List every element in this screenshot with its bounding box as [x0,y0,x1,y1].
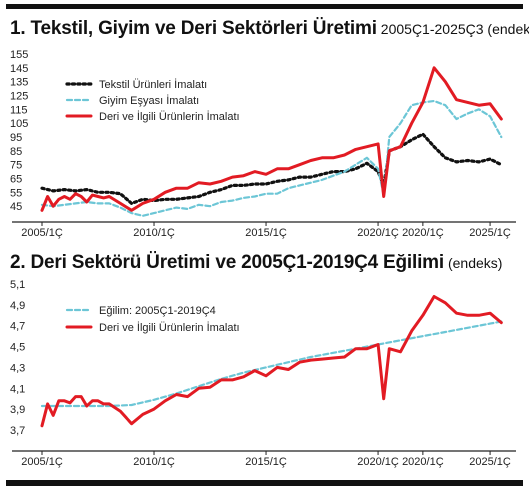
chart1-x-tick-label: 2025/1Ç [469,227,511,239]
top-rule [6,4,523,9]
chart1-y-tick-label: 105 [10,118,28,130]
chart1-y-tick-label: 75 [10,160,22,172]
chart2-x-tick-label: 2020/1Ç [402,456,444,468]
chart2-series-line-2 [40,295,503,428]
chart2-x-tick-label: 2010/1Ç [133,456,175,468]
chart1-subtitle: 2005Ç1-2025Ç3 (endeks) [380,21,529,37]
chart1-title-main: 1. Tekstil, Giyim ve Deri Sektörleri Üre… [10,18,377,39]
chart2-y-tick-label: 5,1 [10,279,25,291]
chart1-y-tick-label: 125 [10,91,28,103]
chart1-y-tick-label: 55 [10,187,22,199]
chart1-y-tick-label: 45 [10,201,22,213]
chart2-legend-label-1: Eğilim: 2005Ç1-2019Ç4 [99,305,216,317]
chart1-series-line-1 [40,132,503,205]
chart1-y-tick-label: 95 [10,132,22,144]
chart2-series-line-1 [40,320,503,408]
chart1-legend-label-1: Tekstil Ürünleri İmalatı [99,78,207,91]
chart1-y-tick-label: 115 [10,104,28,116]
chart2-y-tick-label: 4,7 [10,321,25,333]
chart2-y-tick-label: 4,9 [10,300,25,312]
chart2-y-tick-label: 4,5 [10,342,25,354]
chart1-series-line-3 [40,66,503,212]
chart1-x-tick-label: 2015/1Ç [245,227,287,239]
chart2-title: 2. Deri Sektörü Üretimi ve 2005Ç1-2019Ç4… [10,252,502,274]
chart2-title-main: 2. Deri Sektörü Üretimi ve 2005Ç1-2019Ç4… [10,252,444,273]
chart1-y-tick-label: 135 [10,77,28,89]
chart1-legend-label-3: Deri ve İlgili Ürünlerin İmalatı [99,110,240,123]
chart2-y-tick-label: 4,1 [10,383,25,395]
chart2-subtitle: (endeks) [447,255,503,271]
chart1-y-tick-label: 85 [10,146,22,158]
chart2-y-tick-label: 3,7 [10,425,25,437]
chart1-x-tick-label: 2010/1Ç [133,227,175,239]
chart1-y-tick-label: 155 [10,49,28,61]
chart2-legend-label-2: Deri ve İlgili Ürünlerin İmalatı [99,321,240,334]
chart2-x-tick-label: 2025/1Ç [469,456,511,468]
chart2-y-tick-label: 4,3 [10,362,25,374]
chart2-y-tick-label: 3,9 [10,404,25,416]
chart1-title: 1. Tekstil, Giyim ve Deri Sektörleri Üre… [10,18,529,40]
chart2-x-tick-label: 2005/1Ç [21,456,63,468]
bottom-rule [6,480,523,486]
chart1-x-tick-label: 2020/1Ç [357,227,399,239]
chart1-y-tick-label: 65 [10,174,22,186]
chart1-y-tick-label: 145 [10,63,28,75]
chart1-x-tick-label: 2005/1Ç [21,227,63,239]
chart2-x-tick-label: 2015/1Ç [245,456,287,468]
chart2-x-tick-label: 2020/1Ç [357,456,399,468]
chart1-x-tick-label: 2020/1Ç [402,227,444,239]
chart1-legend-label-2: Giyim Eşyası İmalatı [99,94,199,107]
